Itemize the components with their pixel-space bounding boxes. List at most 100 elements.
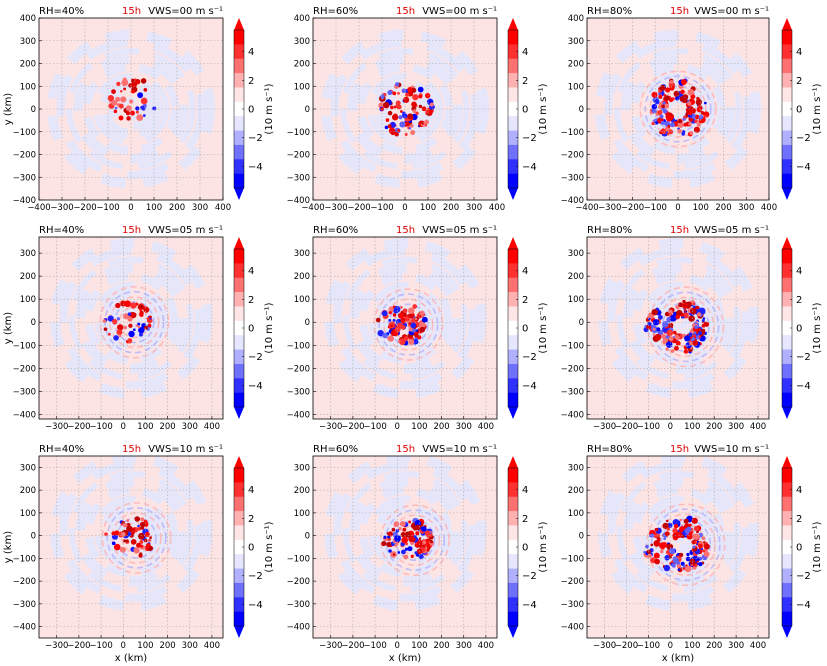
convective-cell: [692, 302, 696, 306]
y-tick-label: 100: [20, 82, 36, 92]
convective-cell: [698, 307, 706, 315]
convective-cell: [654, 527, 659, 532]
x-tick-label: −200: [341, 641, 364, 651]
convective-cell: [421, 106, 427, 112]
convective-cell: [136, 114, 144, 122]
convective-cell: [399, 520, 406, 527]
convective-cell: [398, 312, 405, 319]
x-tick-label: 400: [478, 422, 494, 432]
convective-cell: [662, 522, 669, 529]
convective-cell: [123, 522, 128, 528]
colorbar-extend-top: [782, 456, 792, 468]
colorbar-tick-label: −2: [522, 133, 537, 144]
y-tick-label: −100: [561, 341, 584, 351]
time-label: 15h: [670, 225, 689, 236]
y-tick-label: 200: [20, 272, 36, 282]
convective-cell: [688, 315, 695, 322]
y-tick-label: −200: [561, 151, 584, 161]
convective-cell: [683, 122, 688, 127]
time-label: 15h: [122, 444, 141, 455]
vws-label: VWS=00 m s⁻¹: [422, 6, 497, 17]
x-tick-label: −200: [73, 203, 96, 213]
convective-cell: [401, 536, 409, 544]
vws-label: VWS=10 m s⁻¹: [148, 444, 223, 455]
convective-cell: [673, 90, 680, 97]
colorbar-swatch: [508, 496, 518, 512]
convective-cell: [138, 332, 143, 337]
y-tick-label: −300: [13, 387, 36, 397]
convective-cell: [668, 336, 674, 342]
convective-cell: [662, 101, 666, 105]
convective-cell: [682, 565, 686, 568]
convective-cell: [652, 327, 656, 331]
convective-cell: [107, 315, 114, 322]
y-tick-label: 0: [31, 105, 36, 115]
x-tick-label: 100: [684, 422, 700, 432]
wash-band: [59, 461, 204, 602]
x-tick-label: 100: [411, 641, 427, 651]
convective-cell: [408, 327, 413, 332]
convective-cell: [666, 527, 670, 531]
colorbar: 4 2 0 −2 −4 (10 m s⁻¹): [233, 237, 275, 419]
convective-cell: [130, 302, 137, 309]
convective-cell: [421, 526, 427, 532]
colorbar-swatch: [508, 30, 518, 45]
convective-cell: [665, 347, 669, 351]
convective-cell: [384, 125, 389, 130]
convective-cell: [121, 79, 129, 87]
colorbar-tick-label: −4: [522, 600, 537, 611]
colorbar-extend-bottom: [782, 188, 792, 200]
x-tick-label: 0: [395, 641, 400, 651]
colorbar-extend-bottom: [234, 188, 244, 200]
convective-cell: [689, 90, 694, 94]
y-tick-label: −300: [287, 387, 310, 397]
convective-cell: [104, 532, 108, 537]
convective-cell: [659, 84, 666, 91]
colorbar-swatch: [508, 392, 518, 408]
rh-label: RH=80%: [587, 444, 632, 455]
ring-band: [650, 508, 721, 582]
convective-cell: [662, 108, 668, 114]
colorbar-swatch: [782, 611, 792, 627]
convective-cell: [387, 110, 393, 116]
wash-band: [597, 456, 759, 611]
convective-cell: [401, 549, 406, 555]
colorbar-tick-label: 4: [522, 47, 528, 58]
convective-cell: [129, 110, 135, 116]
convective-cell: [672, 330, 677, 335]
convective-cell: [686, 526, 692, 532]
convective-cell: [694, 541, 698, 544]
colorbar-swatch: [234, 116, 244, 131]
y-tick-label: 100: [568, 509, 584, 519]
ring-band: [378, 293, 439, 356]
convective-cell: [382, 332, 388, 339]
convective-cell: [403, 336, 409, 341]
x-tick-label: −300: [593, 422, 616, 432]
convective-cell: [387, 335, 395, 342]
y-tick-label: 0: [305, 105, 310, 115]
y-tick-label: −200: [13, 577, 36, 587]
convective-cell: [695, 99, 702, 106]
y-axis-label: y (km): [3, 93, 14, 126]
wash-band: [616, 470, 741, 593]
convective-cell: [676, 564, 682, 569]
colorbar-tick-label: −4: [796, 162, 811, 173]
convective-cell: [694, 119, 698, 123]
convective-cell: [685, 556, 691, 562]
convective-cell: [383, 535, 387, 539]
convective-cell: [664, 311, 670, 317]
convective-cell: [413, 338, 419, 344]
convective-cell: [665, 87, 671, 93]
rh-label: RH=60%: [313, 225, 358, 236]
convective-cell: [387, 124, 392, 129]
colorbar-swatch: [508, 173, 518, 189]
convective-cell: [694, 325, 698, 329]
wash-band: [358, 486, 452, 578]
y-tick-label: 100: [568, 82, 584, 92]
y-tick-label: 300: [568, 463, 584, 473]
wash-band: [333, 461, 478, 602]
colorbar-label: (10 m s⁻¹): [812, 83, 823, 134]
convective-cell: [377, 329, 384, 337]
x-tick-label: 100: [420, 203, 436, 213]
